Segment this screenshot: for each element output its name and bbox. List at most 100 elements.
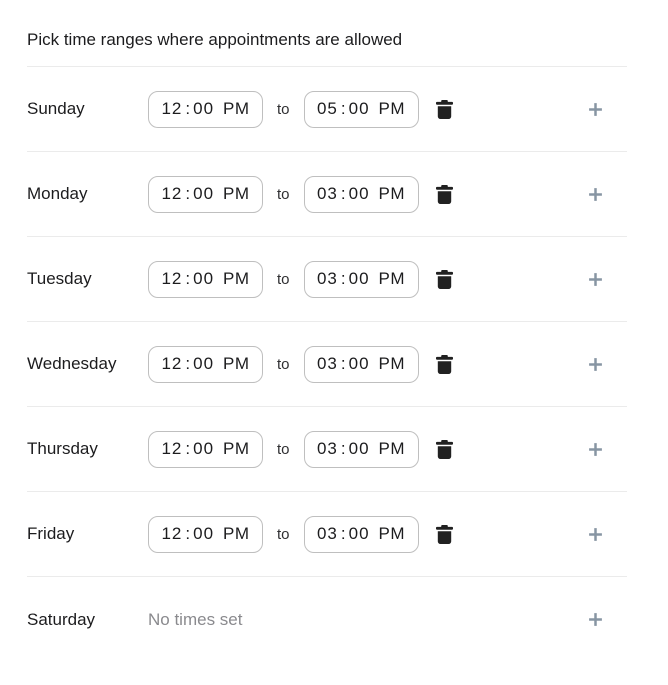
time-colon: : <box>340 184 346 203</box>
start-period[interactable]: PM <box>223 184 250 203</box>
end-period[interactable]: PM <box>378 99 406 118</box>
start-minute[interactable]: 00 <box>193 524 215 543</box>
add-time-range-button[interactable] <box>588 527 603 542</box>
trash-icon <box>435 439 453 459</box>
start-period[interactable]: PM <box>223 269 250 288</box>
start-hour[interactable]: 12 <box>161 184 183 203</box>
day-row: Sunday 12 : 00 PM to 05 : 00 PM <box>27 67 627 152</box>
start-hour[interactable]: 12 <box>161 99 183 118</box>
delete-time-range-button[interactable] <box>435 269 454 290</box>
start-period[interactable]: PM <box>223 524 250 543</box>
delete-time-range-button[interactable] <box>435 439 454 460</box>
time-colon: : <box>185 439 191 458</box>
day-row: Tuesday 12 : 00 PM to 03 : 00 PM <box>27 237 627 322</box>
end-period[interactable]: PM <box>378 439 406 458</box>
time-colon: : <box>340 524 346 543</box>
delete-time-range-button[interactable] <box>435 524 454 545</box>
time-colon: : <box>340 439 346 458</box>
end-time-input[interactable]: 03 : 00 PM <box>303 345 419 383</box>
add-time-range-button[interactable] <box>588 357 603 372</box>
time-colon: : <box>340 99 346 118</box>
start-time-input[interactable]: 12 : 00 PM <box>148 345 263 383</box>
to-label: to <box>277 440 290 458</box>
end-minute[interactable]: 00 <box>348 439 370 458</box>
end-hour[interactable]: 03 <box>316 524 338 543</box>
end-hour[interactable]: 03 <box>316 354 338 373</box>
end-time-input[interactable]: 03 : 00 PM <box>303 430 419 468</box>
plus-icon <box>589 527 602 541</box>
plus-icon <box>589 613 602 626</box>
end-minute[interactable]: 00 <box>348 99 370 118</box>
add-time-range-button[interactable] <box>588 187 603 202</box>
plus-icon <box>589 272 602 286</box>
end-time-input[interactable]: 03 : 00 PM <box>303 260 419 298</box>
start-time-input[interactable]: 12 : 00 PM <box>148 175 263 213</box>
to-label: to <box>277 270 290 288</box>
time-range: 12 : 00 PM to 03 : 00 PM <box>148 515 454 553</box>
time-range: 12 : 00 PM to 03 : 00 PM <box>148 430 454 468</box>
to-label: to <box>277 100 290 118</box>
end-hour[interactable]: 05 <box>316 99 338 118</box>
start-minute[interactable]: 00 <box>193 354 215 373</box>
day-row: Saturday No times set <box>27 577 627 662</box>
end-period[interactable]: PM <box>378 269 406 288</box>
start-period[interactable]: PM <box>223 354 250 373</box>
day-row: Monday 12 : 00 PM to 03 : 00 PM <box>27 152 627 237</box>
add-time-range-button[interactable] <box>588 612 603 627</box>
time-colon: : <box>185 99 191 118</box>
start-time-input[interactable]: 12 : 00 PM <box>148 430 263 468</box>
day-label: Wednesday <box>27 354 117 373</box>
time-range: 12 : 00 PM to 03 : 00 PM <box>148 260 454 298</box>
time-range: 12 : 00 PM to 03 : 00 PM <box>148 175 454 213</box>
end-hour[interactable]: 03 <box>316 269 338 288</box>
end-time-input[interactable]: 03 : 00 PM <box>303 175 419 213</box>
to-label: to <box>277 525 290 543</box>
end-period[interactable]: PM <box>378 354 406 373</box>
delete-time-range-button[interactable] <box>435 354 454 375</box>
trash-icon <box>435 269 453 289</box>
to-label: to <box>277 355 290 373</box>
add-time-range-button[interactable] <box>588 442 603 457</box>
page-title: Pick time ranges where appointments are … <box>27 0 627 67</box>
day-label: Tuesday <box>27 269 92 288</box>
start-period[interactable]: PM <box>223 99 250 118</box>
add-time-range-button[interactable] <box>588 102 603 117</box>
end-minute[interactable]: 00 <box>348 524 370 543</box>
end-period[interactable]: PM <box>378 184 406 203</box>
end-hour[interactable]: 03 <box>316 184 338 203</box>
delete-time-range-button[interactable] <box>435 99 454 120</box>
start-hour[interactable]: 12 <box>161 524 183 543</box>
time-colon: : <box>340 269 346 288</box>
start-minute[interactable]: 00 <box>193 99 215 118</box>
appointment-availability-panel: Pick time ranges where appointments are … <box>27 0 627 662</box>
end-minute[interactable]: 00 <box>348 184 370 203</box>
add-time-range-button[interactable] <box>588 272 603 287</box>
start-time-input[interactable]: 12 : 00 PM <box>148 260 263 298</box>
time-colon: : <box>185 354 191 373</box>
time-colon: : <box>340 354 346 373</box>
to-label: to <box>277 185 290 203</box>
end-minute[interactable]: 00 <box>348 354 370 373</box>
start-minute[interactable]: 00 <box>193 439 215 458</box>
end-hour[interactable]: 03 <box>316 439 338 458</box>
start-minute[interactable]: 00 <box>193 269 215 288</box>
start-period[interactable]: PM <box>223 439 250 458</box>
start-hour[interactable]: 12 <box>161 354 183 373</box>
end-time-input[interactable]: 03 : 00 PM <box>303 515 419 553</box>
plus-icon <box>589 102 602 116</box>
end-minute[interactable]: 00 <box>348 269 370 288</box>
end-time-input[interactable]: 05 : 00 PM <box>303 90 419 128</box>
delete-time-range-button[interactable] <box>435 184 454 205</box>
time-range: 12 : 00 PM to 05 : 00 PM <box>148 90 454 128</box>
plus-icon <box>589 187 602 201</box>
day-row: Wednesday 12 : 00 PM to 03 : 00 PM <box>27 322 627 407</box>
end-period[interactable]: PM <box>378 524 406 543</box>
start-hour[interactable]: 12 <box>161 269 183 288</box>
start-hour[interactable]: 12 <box>161 439 183 458</box>
start-time-input[interactable]: 12 : 00 PM <box>148 90 263 128</box>
day-label: Friday <box>27 524 75 543</box>
time-colon: : <box>185 524 191 543</box>
trash-icon <box>435 99 453 119</box>
start-time-input[interactable]: 12 : 00 PM <box>148 515 263 553</box>
start-minute[interactable]: 00 <box>193 184 215 203</box>
